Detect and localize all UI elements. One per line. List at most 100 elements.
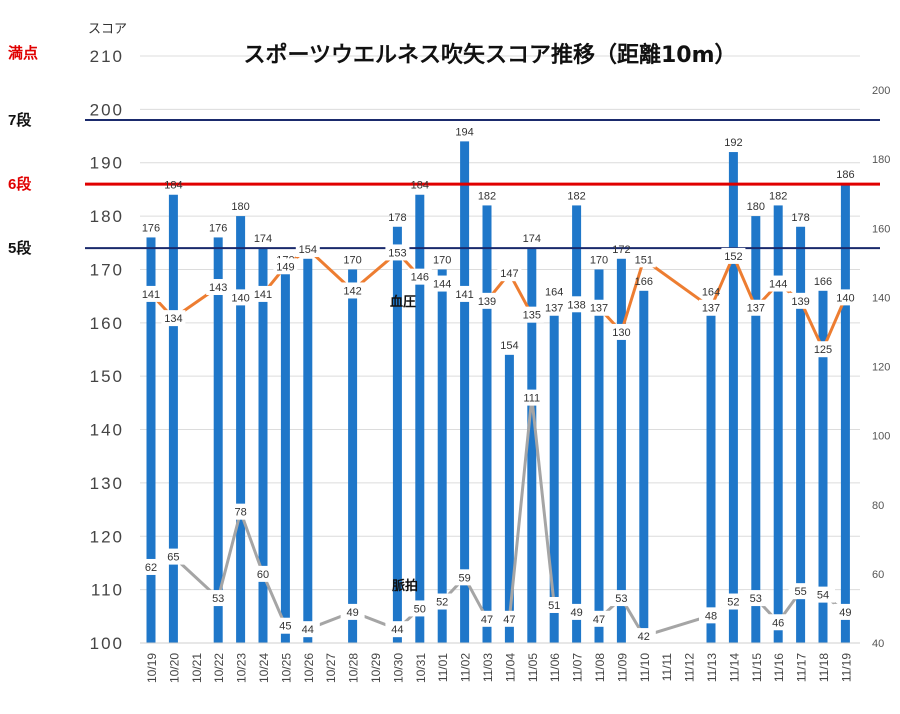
bp-label-bg [251, 285, 275, 302]
bp-data-label: 147 [500, 268, 518, 280]
score-bar [236, 216, 246, 643]
score-data-label: 180 [747, 201, 765, 213]
score-bar [840, 184, 850, 643]
reference-lines: 満点 7段 6段 5段 [8, 44, 880, 257]
y-right-tick-label: 160 [872, 223, 890, 235]
pulse-data-label: 45 [279, 621, 291, 633]
x-tick-label: 10/19 [145, 653, 159, 683]
x-tick-label: 11/04 [503, 653, 517, 682]
pulse-label-bg [497, 610, 522, 627]
pulse-data-label: 52 [727, 597, 739, 609]
bp-label-bg [788, 292, 813, 309]
bp-data-label: 125 [814, 344, 832, 356]
x-tick-label: 10/31 [414, 653, 428, 683]
score-data-label: 194 [455, 126, 473, 138]
series-name-label: 血圧 [390, 294, 416, 309]
pulse-label-bg [407, 600, 432, 617]
bp-label-bg [161, 310, 186, 327]
x-tick-label: 10/26 [302, 653, 316, 683]
bp-data-label: 137 [545, 303, 563, 315]
x-tick-label: 11/09 [615, 653, 629, 682]
pulse-label-bg [161, 548, 186, 565]
y-left-tick-label: 150 [90, 367, 124, 386]
x-tick-label: 11/01 [436, 653, 450, 682]
score-bar [415, 194, 425, 643]
bp-data-label: 141 [254, 289, 272, 301]
score-bar [773, 205, 783, 643]
pulse-label-bg [766, 614, 791, 631]
pulse-label-bg [452, 569, 477, 586]
bp-data-label: 139 [791, 296, 809, 308]
y-left-tick-label: 170 [90, 260, 124, 279]
pulse-data-label: 51 [548, 600, 560, 612]
bp-data-label: 137 [702, 303, 720, 315]
y-right-tick-label: 180 [872, 154, 890, 166]
reference-label: 5段 [8, 239, 31, 257]
pulse-data-label: 44 [302, 624, 314, 636]
series-name-label: 脈拍 [392, 578, 418, 593]
pulse-label-bg [587, 610, 611, 627]
bp-label-bg [475, 292, 499, 309]
score-data-label: 176 [209, 222, 227, 234]
x-tick-label: 11/14 [727, 653, 741, 682]
x-tick-label: 11/19 [839, 653, 853, 682]
x-tick-label: 10/25 [279, 653, 293, 683]
bp-data-label: 144 [433, 279, 451, 291]
pulse-label-bg [273, 617, 298, 634]
score-bar [549, 301, 559, 643]
y-right-tick-label: 100 [872, 431, 890, 443]
y-right-tick-label: 120 [872, 362, 890, 374]
pulse-label-bg [475, 610, 499, 627]
pulse-data-label: 50 [414, 603, 426, 615]
x-tick-label: 11/15 [750, 653, 764, 682]
x-tick-label: 11/11 [660, 653, 674, 682]
pulse-label-bg [564, 603, 589, 620]
bp-data-label: 146 [411, 272, 429, 284]
bp-label-bg [587, 299, 611, 316]
pulse-data-label: 52 [436, 597, 448, 609]
pulse-label-bg [430, 593, 455, 610]
x-tick-label: 10/20 [167, 653, 181, 683]
pulse-label-bg [228, 503, 253, 520]
bp-label-bg [340, 282, 365, 299]
pulse-data-label: 65 [167, 552, 179, 564]
score-data-label: 182 [478, 190, 496, 202]
bp-data-label: 141 [455, 289, 473, 301]
score-data-label: 180 [231, 201, 249, 213]
x-tick-label: 11/18 [817, 653, 831, 682]
bp-label-bg [699, 299, 723, 316]
pulse-data-label: 42 [638, 631, 650, 643]
pulse-data-label: 55 [794, 586, 806, 598]
pulse-label-bg [139, 558, 163, 575]
bp-data-label: 141 [142, 289, 160, 301]
y-left-tick-label: 210 [90, 47, 124, 66]
bp-data-label: 153 [388, 247, 406, 259]
score-bar [146, 237, 156, 643]
pulse-data-label: 47 [503, 614, 515, 626]
score-data-label: 174 [254, 233, 272, 245]
bp-label-bg [206, 279, 231, 296]
bp-data-label: 143 [209, 282, 227, 294]
y-right-tick-label: 80 [872, 500, 884, 512]
x-tick-label: 11/02 [459, 653, 473, 682]
y-right-tick-label: 140 [872, 292, 890, 304]
bp-label-bg [631, 251, 656, 268]
pulse-data-label: 54 [817, 590, 829, 602]
pulse-label-bg [206, 590, 231, 607]
pulse-data-label: 78 [234, 507, 246, 519]
bp-label-bg [497, 265, 522, 282]
pulse-data-label: 46 [772, 617, 784, 629]
bp-label-bg [721, 247, 746, 264]
bp-label-bg [139, 285, 163, 302]
pulse-label-bg [811, 586, 835, 603]
pulse-data-label: 47 [481, 614, 493, 626]
score-data-label: 170 [590, 254, 608, 266]
x-tick-label: 11/10 [638, 653, 652, 682]
y-left-tick-label: 190 [90, 154, 124, 173]
x-tick-label: 11/08 [593, 653, 607, 682]
bp-label-bg [452, 285, 477, 302]
score-bar [168, 194, 178, 643]
score-bar [796, 226, 806, 643]
pulse-label-bg [833, 603, 858, 620]
y-left-tick-label: 180 [90, 207, 124, 226]
